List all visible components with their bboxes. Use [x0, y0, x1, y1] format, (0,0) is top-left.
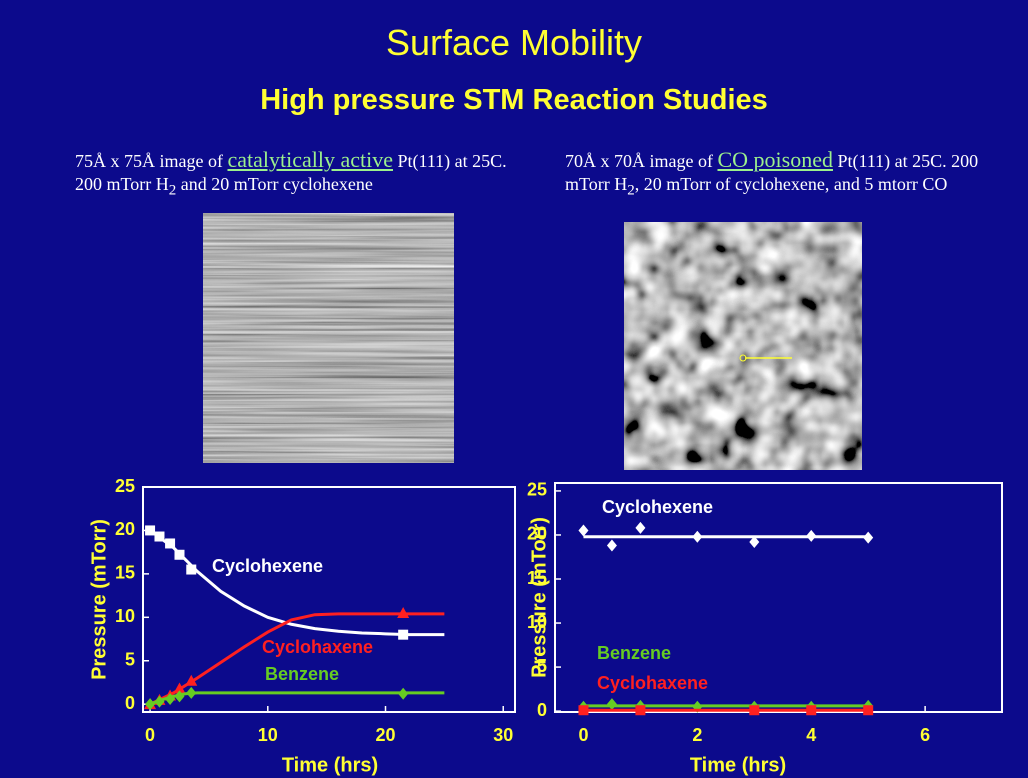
- marker: [145, 525, 155, 535]
- marker: [186, 565, 196, 575]
- series-label: Cyclohexene: [212, 556, 323, 576]
- x-tick-label: 6: [920, 725, 930, 745]
- marker: [635, 522, 645, 534]
- x-axis-label: Time (hrs): [282, 754, 378, 776]
- slide: Surface Mobility High pressure STM React…: [0, 0, 1028, 778]
- y-tick-label: 15: [115, 563, 135, 583]
- y-tick-label: 20: [115, 519, 135, 539]
- series-label: Cyclohaxene: [262, 637, 373, 657]
- y-tick-label: 25: [527, 480, 547, 500]
- x-tick-label: 0: [578, 725, 588, 745]
- x-axis-label: Time (hrs): [690, 754, 786, 776]
- y-tick-label: 0: [125, 693, 135, 713]
- series-label: Benzene: [265, 664, 339, 684]
- series-label: Cyclohexene: [602, 497, 713, 517]
- stm-image: [203, 213, 454, 463]
- marker: [578, 705, 588, 715]
- x-tick-label: 2: [692, 725, 702, 745]
- series-label: Benzene: [597, 643, 671, 663]
- charts: 05101520250102030Time (hrs)Pressure (mTo…: [0, 0, 1028, 778]
- x-tick-label: 30: [493, 725, 513, 745]
- series-label: Cyclohaxene: [597, 673, 708, 693]
- y-tick-label: 5: [125, 649, 135, 669]
- stm-image: [624, 222, 862, 470]
- x-tick-label: 20: [375, 725, 395, 745]
- x-tick-label: 4: [806, 725, 816, 745]
- x-tick-label: 0: [145, 725, 155, 745]
- marker: [398, 630, 408, 640]
- y-axis-label: Pressure (mTorr): [88, 519, 110, 680]
- x-tick-label: 10: [258, 725, 278, 745]
- marker: [806, 530, 816, 542]
- marker: [186, 687, 196, 699]
- marker: [174, 550, 184, 560]
- marker: [578, 525, 588, 537]
- marker: [607, 540, 617, 552]
- marker: [165, 538, 175, 548]
- marker: [749, 705, 759, 715]
- marker: [806, 705, 816, 715]
- marker: [863, 532, 873, 544]
- marker: [863, 705, 873, 715]
- marker: [635, 705, 645, 715]
- y-tick-label: 10: [115, 606, 135, 626]
- y-axis-label: Pressure (mTorr): [528, 517, 550, 678]
- y-tick-label: 25: [115, 476, 135, 496]
- marker: [692, 531, 702, 543]
- marker: [607, 698, 617, 710]
- marker: [154, 532, 164, 542]
- y-tick-label: 0: [537, 700, 547, 720]
- marker: [398, 688, 408, 700]
